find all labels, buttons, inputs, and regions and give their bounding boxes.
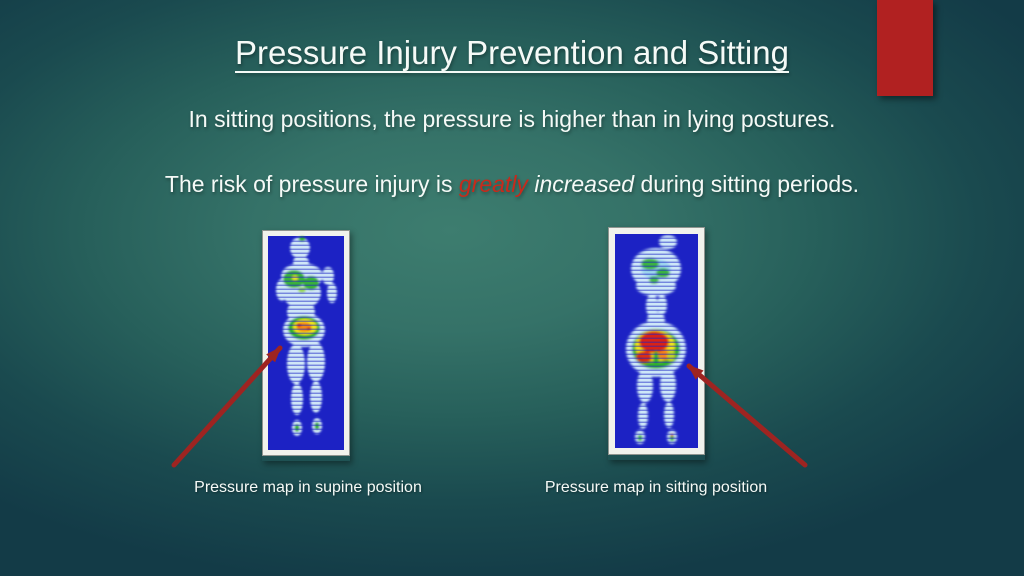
pressure-map-supine-image xyxy=(262,230,350,456)
red-arrow-left-icon xyxy=(171,345,283,468)
corner-accent-rectangle xyxy=(877,0,933,96)
line2-segment-increased: increased xyxy=(527,171,641,197)
line2-segment-greatly: greatly xyxy=(458,171,528,197)
line2-segment-tail: during sitting periods. xyxy=(640,171,860,197)
caption-supine: Pressure map in supine position xyxy=(194,479,422,496)
pressure-map-sitting-figure xyxy=(608,227,705,460)
slide-title: Pressure Injury Prevention and Sitting xyxy=(235,34,789,71)
pressure-map-supine-figure xyxy=(262,230,350,461)
body-text-line2: The risk of pressure injury is greatly i… xyxy=(0,171,1024,198)
red-arrow-right-icon xyxy=(686,363,808,468)
caption-sitting: Pressure map in sitting position xyxy=(544,479,768,496)
body-text-line1: In sitting positions, the pressure is hi… xyxy=(188,106,836,132)
line2-segment-normal: The risk of pressure injury is xyxy=(164,171,459,197)
pressure-map-sitting-image xyxy=(608,227,705,455)
